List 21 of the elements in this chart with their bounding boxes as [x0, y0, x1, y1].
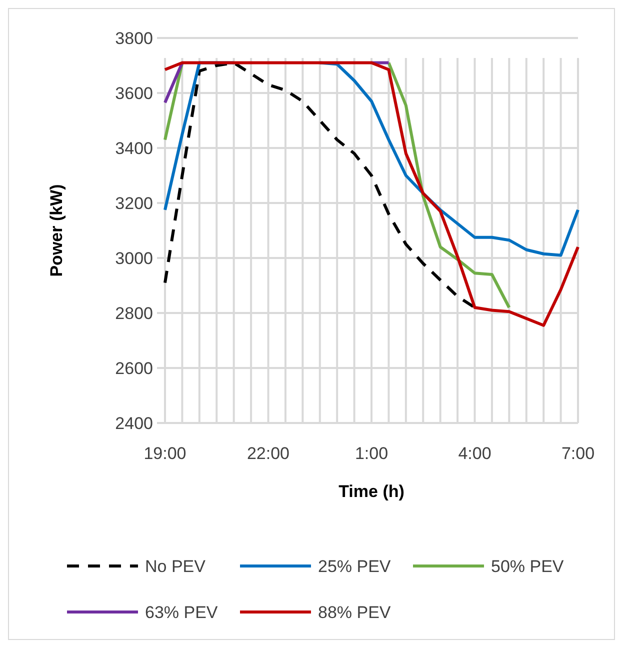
legend-label: 63% PEV [145, 603, 218, 622]
y-tick-label: 3000 [115, 249, 153, 268]
x-tick-label: 22:00 [246, 444, 290, 463]
x-tick-label: 1:00 [354, 444, 388, 463]
y-tick-label: 3200 [115, 194, 153, 213]
legend-label: 50% PEV [491, 557, 564, 576]
legend-label: No PEV [145, 557, 206, 576]
y-tick-label: 3800 [115, 29, 153, 48]
legend-label: 88% PEV [318, 603, 392, 622]
line-series [164, 61, 580, 327]
x-tick-label: 19:00 [144, 444, 186, 463]
x-tick-label: 7:00 [561, 444, 595, 463]
x-tick-label: 4:00 [458, 444, 492, 463]
legend-label: 25% PEV [318, 557, 392, 576]
x-axis-title: Time (h) [338, 482, 404, 501]
y-tick-label: 2800 [115, 304, 153, 323]
y-tick-label: 2400 [115, 414, 153, 433]
y-axis-title: Power (kW) [47, 184, 66, 277]
y-tick-label: 3600 [115, 84, 153, 103]
y-tick-label: 3400 [115, 139, 153, 158]
y-tick-label: 2600 [115, 359, 153, 378]
